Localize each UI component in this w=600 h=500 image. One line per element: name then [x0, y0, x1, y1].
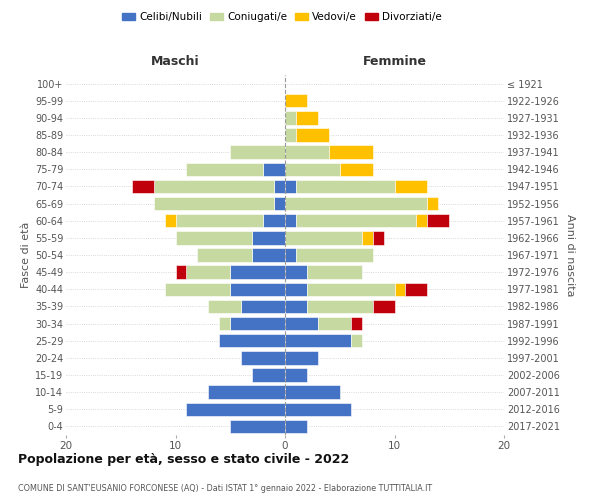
Bar: [175, 231, 252, 244]
Bar: [164, 282, 230, 296]
Bar: [285, 94, 307, 108]
Bar: [263, 214, 285, 228]
Bar: [285, 402, 351, 416]
Bar: [285, 146, 329, 159]
Bar: [285, 197, 427, 210]
Bar: [351, 317, 362, 330]
Text: Maschi: Maschi: [151, 55, 200, 68]
Bar: [230, 420, 285, 433]
Bar: [395, 282, 406, 296]
Bar: [406, 282, 427, 296]
Bar: [230, 146, 285, 159]
Bar: [296, 111, 318, 124]
Bar: [285, 248, 296, 262]
Bar: [427, 197, 438, 210]
Bar: [285, 231, 362, 244]
Bar: [285, 180, 296, 193]
Bar: [285, 162, 340, 176]
Bar: [187, 402, 285, 416]
Y-axis label: Anni di nascita: Anni di nascita: [565, 214, 575, 296]
Bar: [307, 282, 395, 296]
Text: COMUNE DI SANT'EUSANIO FORCONESE (AQ) - Dati ISTAT 1° gennaio 2022 - Elaborazion: COMUNE DI SANT'EUSANIO FORCONESE (AQ) - …: [18, 484, 432, 493]
Bar: [373, 231, 383, 244]
Bar: [296, 128, 329, 141]
Bar: [164, 214, 175, 228]
Bar: [285, 334, 351, 347]
Bar: [318, 317, 351, 330]
Legend: Celibi/Nubili, Coniugati/e, Vedovi/e, Divorziati/e: Celibi/Nubili, Coniugati/e, Vedovi/e, Di…: [118, 8, 446, 26]
Bar: [241, 351, 285, 364]
Bar: [416, 214, 427, 228]
Bar: [285, 300, 307, 313]
Bar: [285, 266, 307, 279]
Bar: [187, 162, 263, 176]
Y-axis label: Fasce di età: Fasce di età: [20, 222, 31, 288]
Bar: [252, 248, 285, 262]
Bar: [285, 214, 296, 228]
Bar: [176, 214, 263, 228]
Bar: [427, 214, 449, 228]
Bar: [285, 351, 318, 364]
Bar: [208, 300, 241, 313]
Bar: [285, 317, 318, 330]
Bar: [285, 282, 307, 296]
Bar: [208, 386, 285, 399]
Bar: [274, 180, 285, 193]
Bar: [230, 282, 285, 296]
Bar: [197, 248, 252, 262]
Bar: [351, 334, 362, 347]
Bar: [187, 266, 230, 279]
Bar: [252, 368, 285, 382]
Bar: [340, 162, 373, 176]
Bar: [176, 266, 187, 279]
Bar: [307, 266, 362, 279]
Bar: [230, 317, 285, 330]
Bar: [296, 248, 373, 262]
Bar: [362, 231, 373, 244]
Bar: [252, 231, 285, 244]
Bar: [220, 334, 285, 347]
Bar: [274, 197, 285, 210]
Bar: [296, 180, 395, 193]
Bar: [241, 300, 285, 313]
Bar: [285, 111, 296, 124]
Bar: [263, 162, 285, 176]
Bar: [230, 266, 285, 279]
Bar: [329, 146, 373, 159]
Bar: [296, 214, 416, 228]
Text: Popolazione per età, sesso e stato civile - 2022: Popolazione per età, sesso e stato civil…: [18, 452, 349, 466]
Bar: [285, 368, 307, 382]
Bar: [285, 386, 340, 399]
Bar: [395, 180, 427, 193]
Bar: [154, 180, 274, 193]
Bar: [154, 197, 274, 210]
Bar: [307, 300, 373, 313]
Bar: [373, 300, 395, 313]
Bar: [220, 317, 230, 330]
Bar: [131, 180, 154, 193]
Bar: [285, 128, 296, 141]
Text: Femmine: Femmine: [362, 55, 427, 68]
Bar: [285, 420, 307, 433]
